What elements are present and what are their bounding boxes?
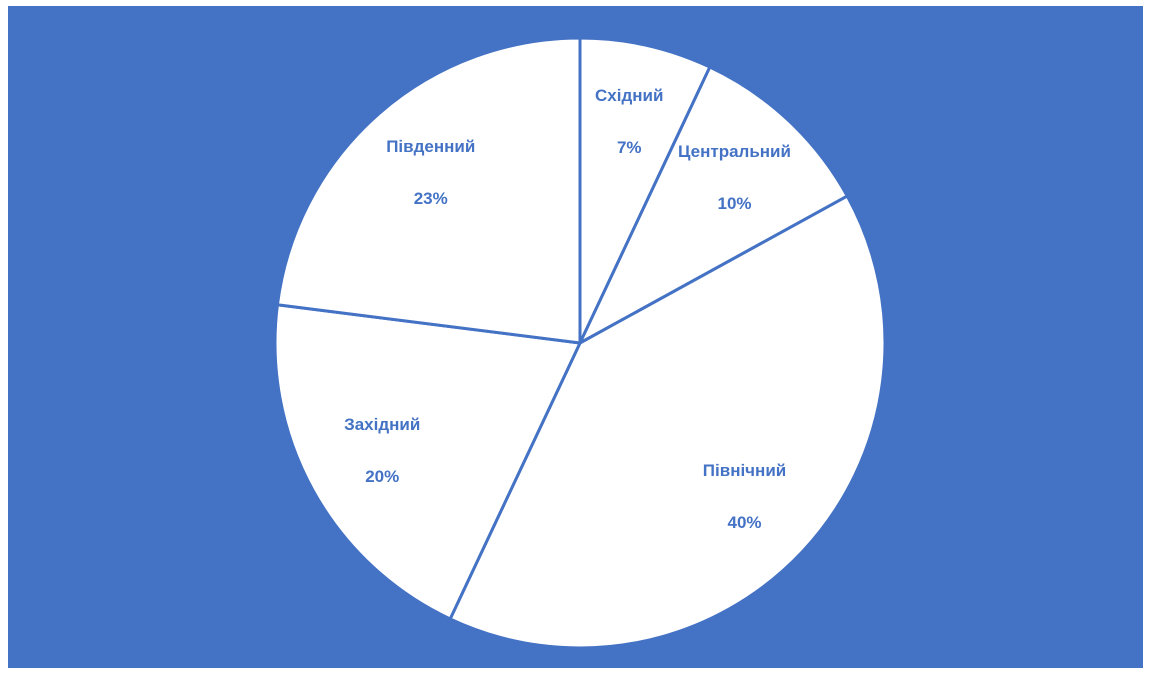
slice-category-label: Західний — [344, 415, 420, 434]
slice-value-label: 23% — [414, 189, 448, 208]
slice-category-label: Східний — [595, 86, 663, 105]
slice-value-label: 10% — [717, 194, 751, 213]
pie-slice — [448, 194, 887, 650]
slice-category-label: Північний — [703, 461, 786, 480]
pie-slice — [578, 65, 849, 345]
data-labels: Східний 7% Центральний 10% Північний 40% Захід… — [344, 86, 791, 532]
slice-value-label: 7% — [617, 138, 642, 157]
pie-slice — [273, 303, 582, 621]
slice-category-label: Центральний — [678, 142, 791, 161]
pie-slice — [275, 36, 582, 345]
slice-value-label: 20% — [365, 467, 399, 486]
slice-value-label: 40% — [728, 513, 762, 532]
pie — [273, 36, 887, 650]
slice-category-label: Південний — [386, 137, 475, 156]
pie-slice — [578, 36, 712, 345]
